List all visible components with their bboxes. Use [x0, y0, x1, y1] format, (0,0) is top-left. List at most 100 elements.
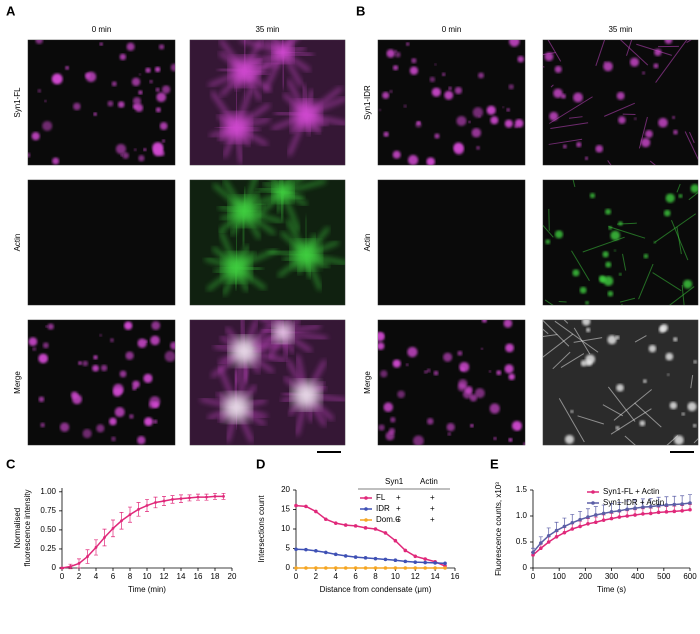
condensate — [39, 396, 45, 402]
condensate — [162, 139, 165, 142]
x-tick-label: 6 — [111, 572, 116, 581]
condensate — [378, 424, 384, 430]
row-label: Merge — [13, 371, 22, 394]
condensate — [111, 437, 116, 442]
condensate — [96, 424, 104, 432]
data-point — [578, 525, 582, 529]
y-axis-label: Fluorescence counts, x10³ — [494, 482, 503, 576]
image-frame — [28, 180, 175, 305]
image-frame — [378, 40, 525, 165]
condensate — [393, 359, 401, 367]
condensate — [658, 118, 668, 128]
condensate — [523, 442, 527, 446]
condensate — [143, 148, 146, 151]
micrograph — [28, 180, 175, 305]
x-tick-label: 12 — [160, 572, 169, 581]
condensate — [427, 418, 434, 425]
data-point — [384, 558, 388, 562]
condensate — [654, 241, 656, 243]
condensate — [434, 371, 439, 376]
condensate — [586, 328, 590, 332]
legend-swatch — [591, 501, 595, 505]
data-point — [404, 549, 408, 553]
condensate — [143, 374, 152, 383]
data-point — [112, 527, 115, 530]
y-tick-label: 10 — [281, 524, 290, 533]
x-tick-label: 18 — [211, 572, 220, 581]
condensate — [134, 148, 137, 151]
data-point — [304, 566, 308, 570]
condensate — [642, 72, 645, 75]
condensate — [109, 418, 117, 426]
y-tick-label: 0.5 — [516, 537, 528, 546]
condensate — [505, 120, 513, 128]
condensate — [82, 361, 88, 367]
condensate — [162, 85, 170, 93]
data-point — [404, 560, 408, 564]
condensate — [453, 142, 463, 152]
condensate — [660, 324, 668, 332]
micrograph — [375, 318, 527, 447]
data-point — [563, 531, 567, 535]
y-axis-label: Normalised — [13, 508, 22, 548]
data-point — [294, 547, 298, 551]
data-point — [625, 507, 629, 511]
data-point — [364, 566, 368, 570]
condensate — [673, 130, 678, 135]
data-point — [547, 534, 551, 538]
condensate — [456, 116, 466, 126]
data-point — [555, 529, 559, 533]
x-axis-label: Time (min) — [128, 585, 166, 594]
condensate — [125, 351, 133, 359]
legend-swatch — [364, 496, 368, 500]
condensate — [509, 36, 520, 47]
data-point — [334, 521, 338, 525]
legend-swatch — [591, 490, 595, 494]
condensate — [138, 155, 144, 161]
panel-label: B — [356, 3, 365, 18]
data-point — [665, 503, 669, 507]
data-point — [423, 557, 427, 561]
y-tick-label: 0.75 — [40, 506, 56, 515]
condensate — [120, 370, 127, 377]
aster-core — [292, 381, 320, 409]
condensate — [683, 280, 692, 289]
condensate — [576, 142, 581, 147]
data-point — [570, 521, 574, 525]
data-point — [633, 513, 637, 517]
y-axis-label: Intersections count — [257, 495, 266, 563]
condensate — [155, 67, 160, 72]
condensate — [619, 273, 622, 276]
aster-core — [292, 241, 320, 269]
aster-core — [223, 254, 251, 282]
data-point — [120, 519, 123, 522]
data-point — [344, 554, 348, 558]
x-tick-label: 14 — [177, 572, 186, 581]
data-point — [129, 513, 132, 516]
data-point — [188, 497, 191, 500]
condensate — [72, 394, 82, 404]
data-point — [641, 512, 645, 516]
condensate — [132, 78, 141, 87]
condensate — [380, 370, 387, 377]
data-point — [594, 513, 598, 517]
row-label: Actin — [13, 234, 22, 252]
condensate — [585, 301, 589, 305]
data-point — [610, 510, 614, 514]
x-tick-label: 600 — [683, 572, 697, 581]
condensate — [603, 276, 613, 286]
data-point — [563, 525, 567, 529]
data-point — [586, 515, 590, 519]
condensate — [43, 342, 49, 348]
data-point — [539, 541, 543, 545]
data-point — [680, 509, 684, 513]
data-point — [649, 512, 653, 516]
condensate — [390, 90, 393, 93]
condensate — [618, 116, 626, 124]
column-label: 0 min — [442, 25, 462, 34]
legend-mark: + — [396, 493, 401, 502]
condensate — [427, 369, 431, 373]
condensate — [118, 388, 124, 394]
column-label: 35 min — [255, 25, 279, 34]
